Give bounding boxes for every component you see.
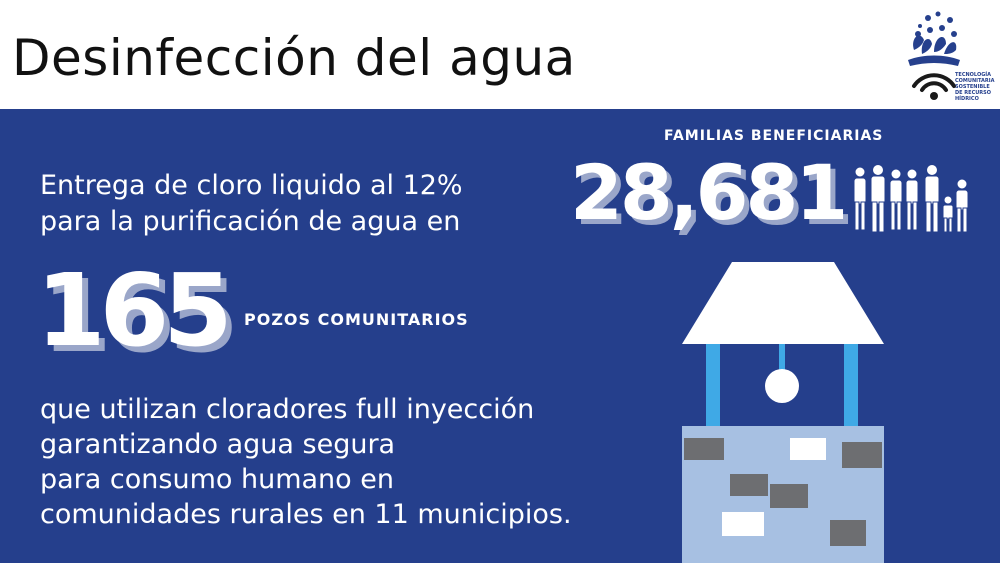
families-count: 28,681: [570, 148, 848, 237]
wells-label: POZOS COMUNITARIOS: [244, 310, 469, 329]
description-text: que utilizan cloradores full inyección g…: [40, 392, 572, 532]
page-title: Desinfección del agua: [12, 29, 576, 87]
logo-line: HÍDRICO: [955, 96, 979, 102]
intro-line-2: para la purificación de agua en: [40, 206, 461, 237]
logo-text: TECNOLOGÍA COMUNITARIA SOSTENIBLE DE REC…: [955, 72, 997, 102]
logo-line: DE RECURSO: [955, 90, 992, 96]
logo-line: SOSTENIBLE: [955, 84, 990, 90]
families-label: FAMILIAS BENEFICIARIAS: [664, 128, 884, 144]
intro-text: Entrega de cloro liquido al 12% para la …: [40, 168, 463, 240]
family-group-icon: [853, 164, 969, 233]
description-line-4: comunidades rurales en 11 municipios.: [40, 499, 572, 530]
header-bar: Desinfección del agua TECNOLOGÍA COMUNIT…: [0, 0, 1000, 109]
water-splash-wifi-logo-icon: [908, 11, 960, 100]
logo-line: TECNOLOGÍA: [955, 72, 992, 78]
wells-count: 165: [36, 252, 233, 369]
community-well-icon: [682, 262, 884, 563]
intro-line-1: Entrega de cloro liquido al 12%: [40, 170, 463, 201]
description-line-2: garantizando agua segura: [40, 429, 396, 460]
description-line-1: que utilizan cloradores full inyección: [40, 394, 535, 425]
description-line-3: para consumo humano en: [40, 464, 394, 495]
logo-line: COMUNITARIA: [955, 78, 995, 84]
